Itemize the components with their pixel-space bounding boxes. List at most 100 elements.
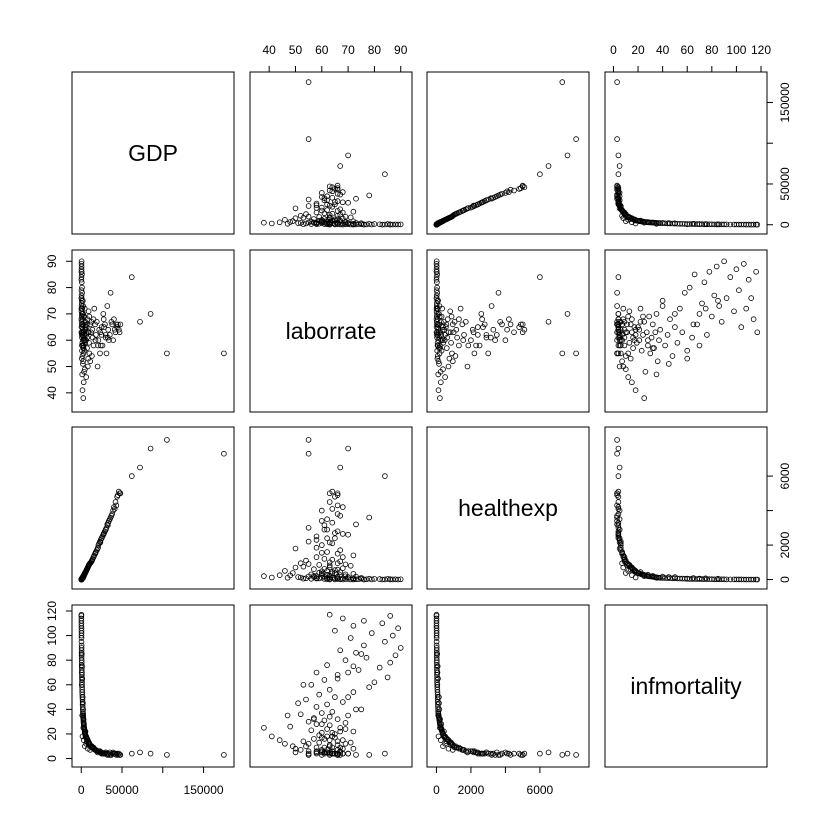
point-infmortality-laborrate-65	[345, 712, 351, 719]
point-infmortality-laborrate-54	[324, 726, 330, 732]
point-laborrate-GDP-87	[78, 332, 85, 338]
point-infmortality-healthexp-122	[436, 694, 442, 700]
tick-label-top-infmortality-20: 20	[631, 43, 645, 57]
point-GDP-infmortality-145	[615, 188, 622, 195]
point-laborrate-healthexp-123	[438, 337, 445, 344]
point-GDP-healthexp-144	[497, 191, 504, 198]
point-healthexp-laborrate-19	[321, 526, 328, 533]
point-GDP-laborrate-7	[334, 185, 341, 191]
point-laborrate-GDP-26	[97, 350, 103, 357]
tick-label-right-GDP-0: 0	[778, 221, 792, 228]
point-GDP-laborrate-39	[305, 213, 312, 220]
point-infmortality-laborrate-121	[313, 669, 320, 676]
point-GDP-laborrate-78	[366, 221, 373, 227]
point-infmortality-laborrate-52	[350, 728, 357, 735]
point-GDP-laborrate-31	[324, 207, 330, 213]
tick-label-top-infmortality-120: 120	[751, 43, 771, 57]
point-laborrate-healthexp-107	[433, 329, 440, 336]
point-healthexp-laborrate-127	[329, 556, 336, 563]
tick-label-left-infmortality-40: 40	[45, 702, 59, 716]
point-laborrate-GDP-17	[104, 303, 111, 309]
point-laborrate-healthexp-108	[437, 395, 443, 401]
point-laborrate-GDP-11	[110, 337, 116, 344]
point-laborrate-healthexp-24	[474, 332, 481, 338]
point-healthexp-laborrate-25	[313, 537, 320, 543]
tick-label-right-healthexp-0: 0	[778, 576, 792, 583]
tick-label-left-infmortality-0: 0	[45, 755, 59, 762]
point-infmortality-GDP-128	[79, 651, 85, 657]
point-laborrate-infmortality-128	[715, 297, 721, 304]
point-healthexp-laborrate-119	[324, 526, 330, 533]
point-GDP-laborrate-127	[329, 210, 336, 217]
point-infmortality-laborrate-110	[276, 737, 283, 743]
point-laborrate-GDP-13	[107, 289, 114, 296]
point-GDP-laborrate-73	[303, 220, 309, 227]
point-laborrate-infmortality-66	[654, 358, 661, 365]
point-laborrate-healthexp-126	[448, 313, 455, 320]
point-GDP-laborrate-101	[395, 221, 401, 228]
point-infmortality-laborrate-46	[332, 734, 338, 741]
panel-infmortality-vs-GDP	[71, 604, 235, 768]
point-laborrate-GDP-97	[78, 308, 85, 315]
point-GDP-infmortality-117	[684, 221, 690, 228]
point-laborrate-GDP-96	[78, 274, 85, 280]
point-healthexp-laborrate-31	[324, 549, 330, 555]
point-healthexp-laborrate-17	[353, 521, 359, 528]
point-healthexp-infmortality-127	[621, 556, 628, 563]
point-laborrate-GDP-99	[78, 287, 85, 294]
tick-label-top-infmortality-80: 80	[705, 43, 719, 57]
point-laborrate-healthexp-66	[435, 358, 442, 365]
point-healthexp-laborrate-117	[300, 575, 307, 582]
point-laborrate-infmortality-76	[677, 305, 683, 312]
point-laborrate-healthexp-90	[433, 292, 440, 299]
point-GDP-laborrate-25	[313, 202, 320, 209]
point-healthexp-infmortality-147	[614, 490, 620, 497]
panel-infmortality-vs-laborrate	[249, 604, 413, 768]
point-GDP-infmortality-125	[630, 216, 636, 222]
point-infmortality-laborrate-115	[295, 700, 301, 706]
point-laborrate-GDP-134	[82, 326, 88, 333]
point-laborrate-healthexp-73	[434, 353, 441, 359]
point-laborrate-healthexp-118	[474, 324, 481, 330]
point-infmortality-laborrate-147	[326, 752, 333, 758]
point-healthexp-laborrate-15	[318, 518, 325, 524]
point-GDP-healthexp-8	[516, 186, 522, 192]
point-healthexp-infmortality-121	[696, 575, 703, 582]
variable-label-healthexp: healthexp	[458, 495, 558, 521]
point-infmortality-GDP-95	[78, 642, 85, 649]
point-GDP-laborrate-144	[337, 191, 344, 198]
point-laborrate-GDP-12	[109, 321, 115, 328]
point-GDP-laborrate-2	[345, 152, 351, 159]
point-GDP-healthexp-140	[465, 205, 472, 211]
point-laborrate-infmortality-46	[631, 324, 638, 330]
point-healthexp-laborrate-111	[282, 568, 288, 574]
point-infmortality-laborrate-117	[300, 681, 307, 688]
point-GDP-laborrate-118	[332, 201, 338, 208]
point-laborrate-healthexp-75	[434, 339, 441, 346]
point-infmortality-laborrate-59	[342, 720, 349, 726]
point-healthexp-laborrate-78	[366, 575, 373, 582]
point-laborrate-infmortality-73	[669, 353, 676, 359]
point-healthexp-infmortality-11	[616, 507, 623, 514]
panel-GDP-vs-GDP	[71, 71, 235, 235]
point-healthexp-laborrate-100	[332, 576, 338, 583]
point-infmortality-laborrate-141	[326, 749, 333, 756]
point-laborrate-infmortality-95	[723, 295, 730, 301]
point-laborrate-GDP-127	[89, 326, 96, 333]
point-infmortality-laborrate-56	[287, 723, 294, 730]
point-infmortality-healthexp-140	[465, 748, 472, 754]
point-laborrate-GDP-145	[111, 326, 118, 333]
point-healthexp-laborrate-40	[316, 562, 323, 568]
point-infmortality-laborrate-130	[334, 675, 341, 682]
point-infmortality-laborrate-34	[313, 744, 320, 751]
point-laborrate-infmortality-108	[641, 395, 647, 401]
point-GDP-infmortality-112	[653, 221, 660, 227]
point-healthexp-laborrate-23	[313, 533, 320, 540]
point-infmortality-laborrate-96	[382, 638, 388, 645]
point-infmortality-GDP-143	[105, 750, 111, 757]
point-healthexp-infmortality-107	[754, 576, 761, 583]
point-healthexp-laborrate-80	[371, 576, 378, 582]
point-healthexp-GDP-144	[108, 512, 115, 519]
point-laborrate-healthexp-30	[462, 318, 469, 325]
point-healthexp-laborrate-1	[305, 437, 312, 443]
